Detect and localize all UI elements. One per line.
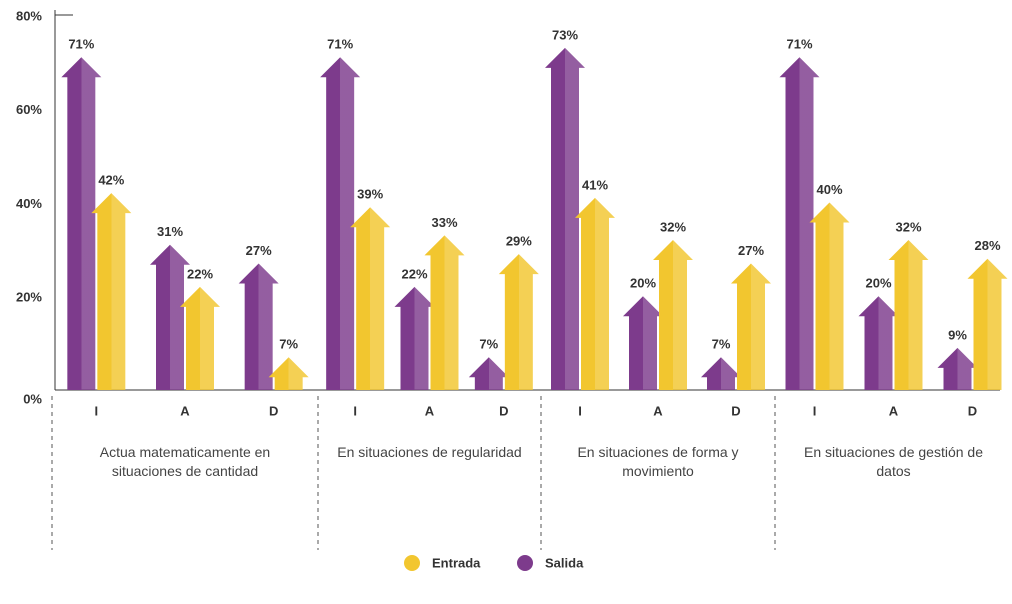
x-tick-label: A <box>653 403 663 418</box>
arrow-bar <box>858 296 899 390</box>
arrow-bar <box>150 244 190 390</box>
arrow-bar <box>575 197 615 390</box>
group-label: En situaciones de forma y movimiento <box>577 444 739 479</box>
arrow-bar <box>937 347 978 390</box>
arrow-bar <box>701 357 741 390</box>
x-tick-label: A <box>425 403 435 418</box>
value-label: 20% <box>630 276 656 291</box>
value-label: 29% <box>506 234 532 249</box>
value-label: 32% <box>895 219 921 234</box>
value-label: 20% <box>865 276 891 291</box>
value-label: 27% <box>246 243 272 258</box>
x-tick-label: A <box>180 403 190 418</box>
group-label: Actua matematicamente en situaciones de … <box>99 444 271 479</box>
arrow-bar <box>180 286 220 390</box>
y-tick-label: 60% <box>16 102 42 117</box>
value-label: 7% <box>279 337 298 352</box>
x-tick-label: I <box>353 403 357 418</box>
arrow-bar <box>394 286 435 390</box>
x-tick-label: D <box>731 403 740 418</box>
legend-swatch <box>404 555 420 571</box>
value-label: 71% <box>327 37 353 52</box>
arrow-bar <box>779 57 820 390</box>
arrow-bar <box>424 235 465 390</box>
value-label: 39% <box>357 187 383 202</box>
x-tick-label: I <box>578 403 582 418</box>
value-label: 27% <box>738 243 764 258</box>
arrow-bar <box>61 57 102 390</box>
value-label: 31% <box>157 224 183 239</box>
value-label: 22% <box>401 266 427 281</box>
value-label: 28% <box>974 238 1000 253</box>
legend-swatch <box>517 555 533 571</box>
arrow-bar <box>623 296 663 390</box>
y-tick-label: 40% <box>16 196 42 211</box>
arrow-bar <box>967 258 1008 390</box>
arrow-bar <box>888 240 929 390</box>
value-label: 22% <box>187 266 213 281</box>
y-tick-label: 80% <box>16 8 42 23</box>
y-tick-label: 0% <box>23 391 42 406</box>
arrow-bar <box>268 357 309 390</box>
x-tick-label: A <box>889 403 899 418</box>
value-label: 9% <box>948 327 967 342</box>
arrow-bar <box>653 240 693 390</box>
value-label: 32% <box>660 219 686 234</box>
x-tick-label: I <box>813 403 817 418</box>
legend-label: Salida <box>545 555 584 570</box>
arrow-bar <box>545 47 585 390</box>
x-tick-label: D <box>499 403 508 418</box>
value-label: 40% <box>816 182 842 197</box>
value-label: 33% <box>431 215 457 230</box>
group-label: En situaciones de gestión de datos <box>803 444 983 479</box>
value-label: 71% <box>786 37 812 52</box>
value-label: 7% <box>712 337 731 352</box>
value-label: 42% <box>98 173 124 188</box>
arrow-bar <box>350 207 391 390</box>
value-label: 41% <box>582 177 608 192</box>
x-tick-label: D <box>968 403 977 418</box>
y-tick-label: 20% <box>16 290 42 305</box>
arrow-bar <box>468 357 509 390</box>
value-label: 7% <box>479 337 498 352</box>
x-tick-label: D <box>269 403 278 418</box>
legend-label: Entrada <box>432 555 481 570</box>
arrow-bar <box>238 263 279 390</box>
arrow-bar <box>320 57 361 390</box>
value-label: 73% <box>552 27 578 42</box>
group-label: En situaciones de regularidad <box>337 444 522 460</box>
x-tick-label: I <box>95 403 99 418</box>
arrow-bar <box>809 202 850 390</box>
arrow-bar <box>91 193 132 390</box>
arrow-bar <box>498 254 539 390</box>
arrow-bar <box>731 263 771 390</box>
value-label: 71% <box>68 37 94 52</box>
